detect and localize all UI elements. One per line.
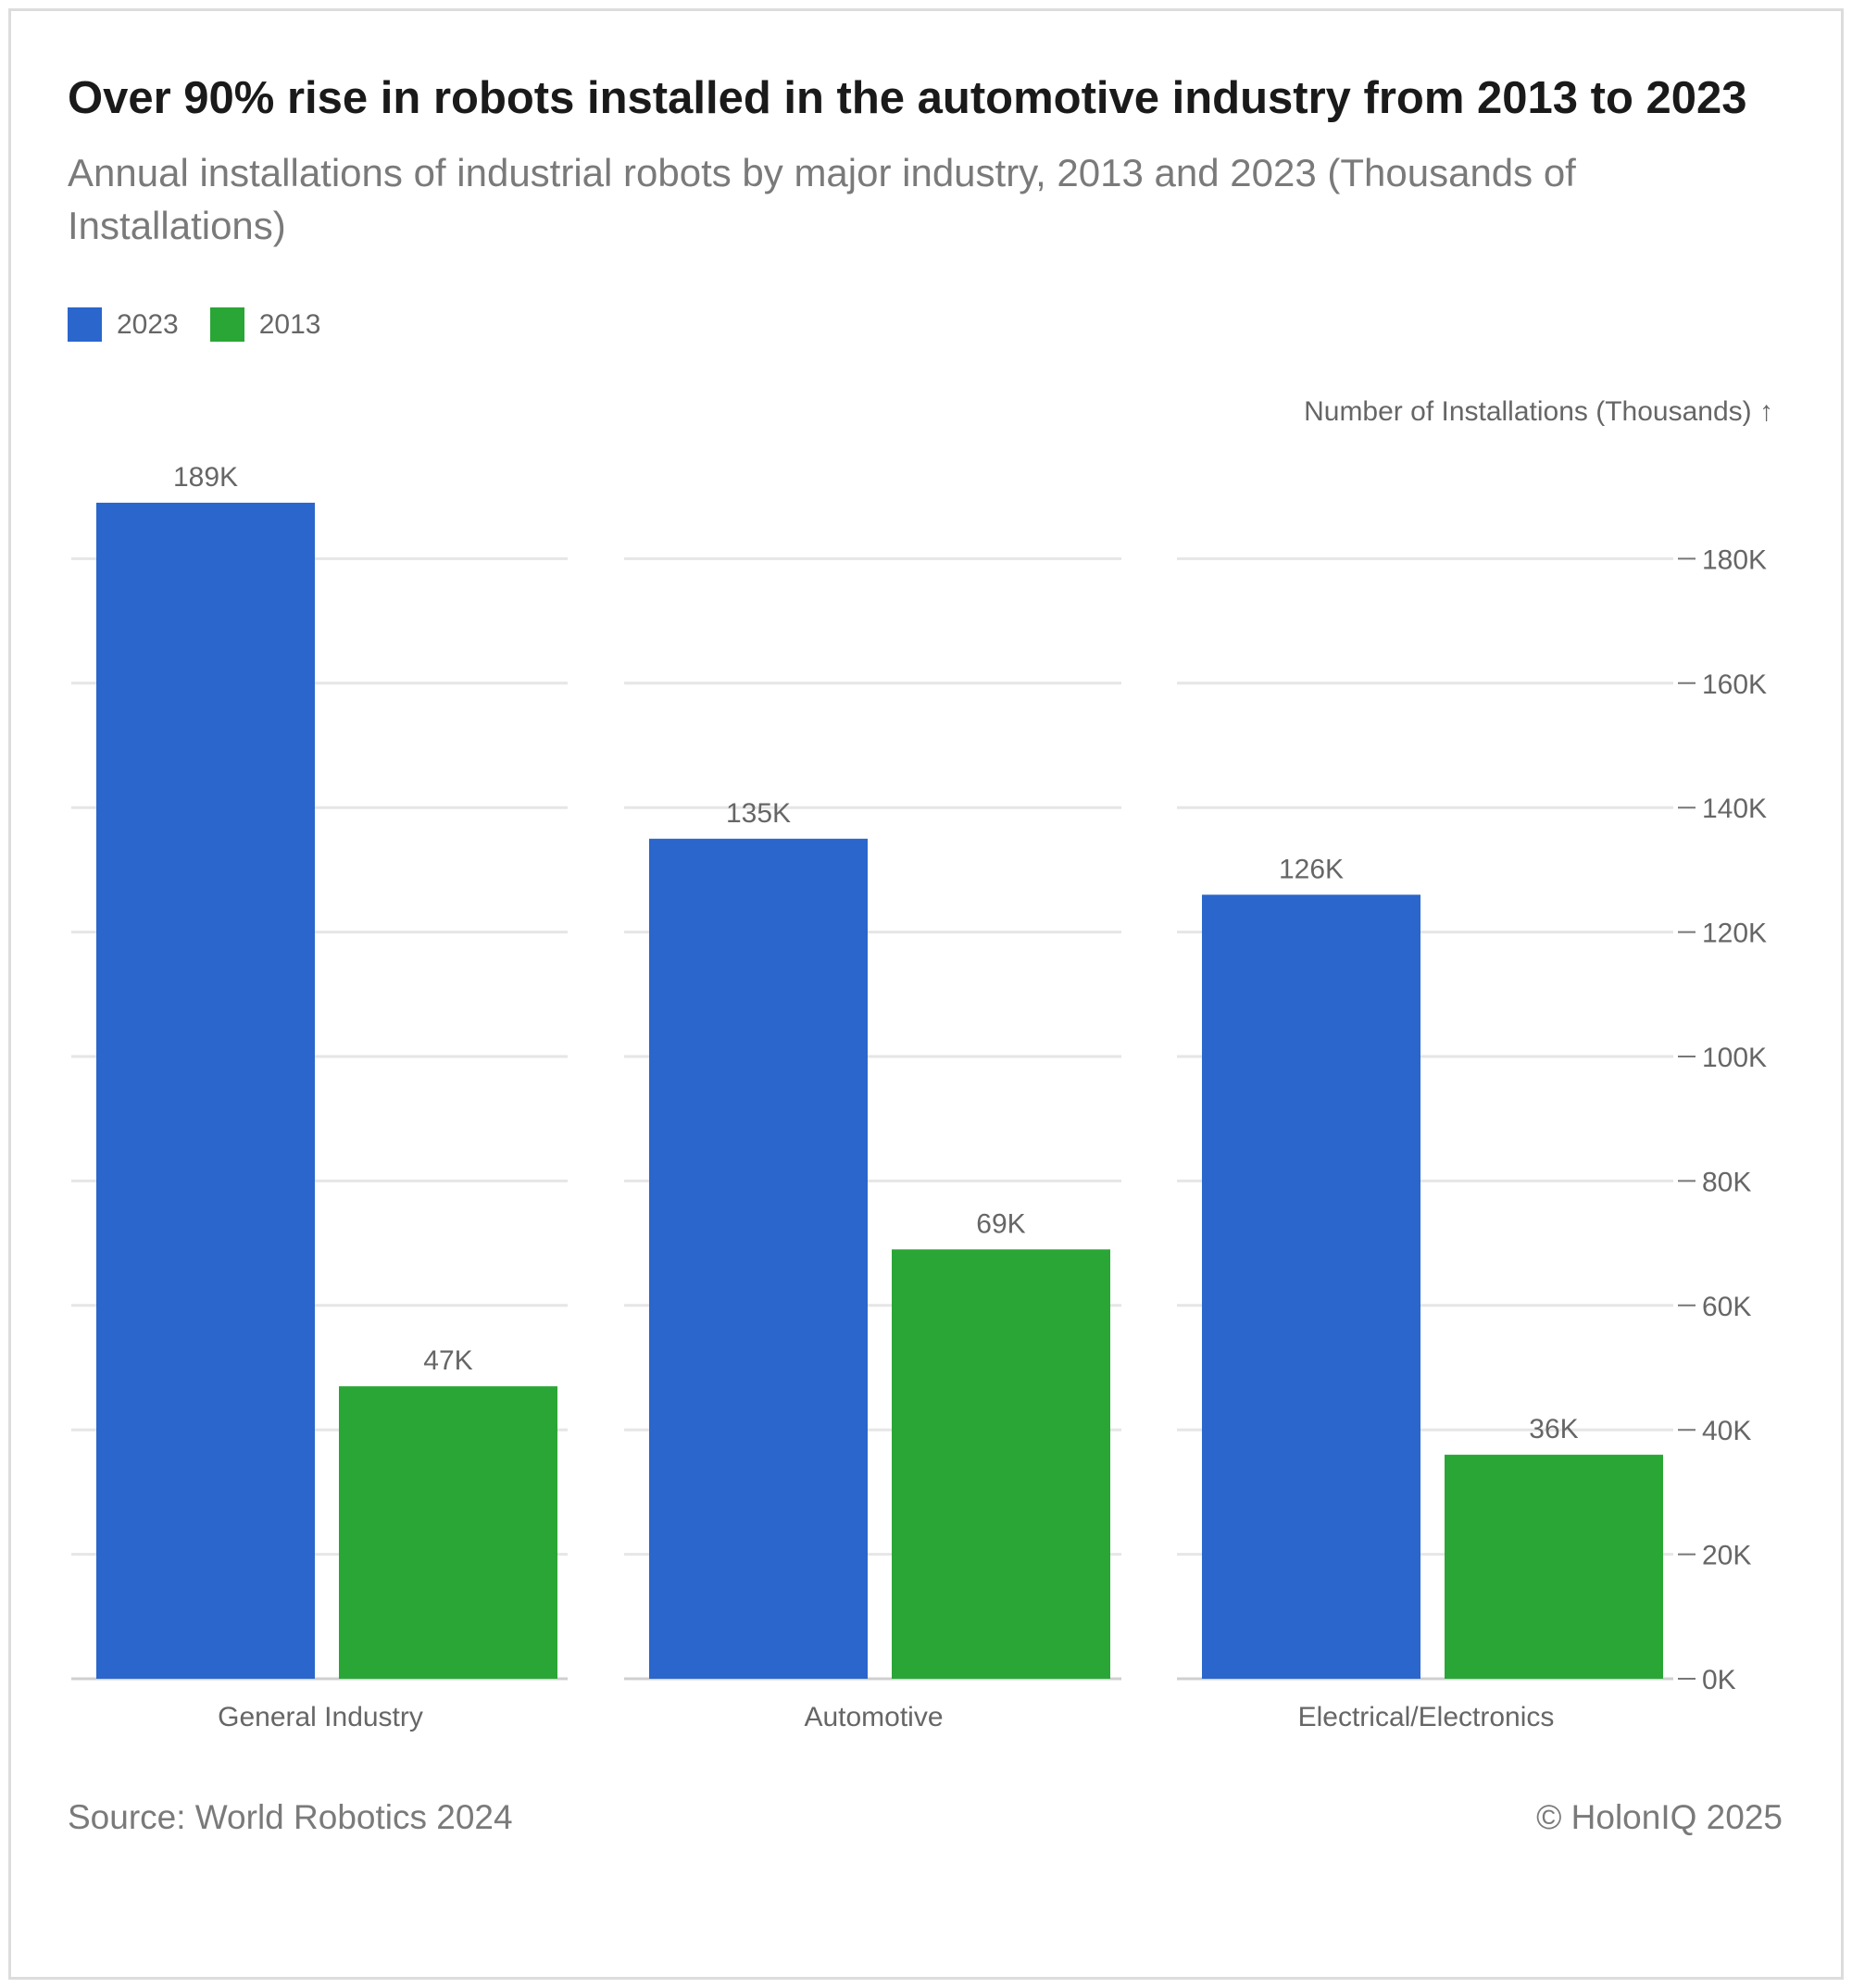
y-tick-label: 160K (1702, 669, 1767, 700)
y-tick-label: 100K (1702, 1043, 1767, 1073)
y-tick-label: 120K (1702, 919, 1767, 949)
legend-label-2023: 2023 (117, 308, 179, 340)
category-label: Electrical/Electronics (1298, 1702, 1555, 1732)
data-label: 36K (1529, 1414, 1578, 1444)
data-label: 135K (726, 798, 791, 829)
bar-2023-general-industry (96, 502, 315, 1680)
chart-title: Over 90% rise in robots installed in the… (68, 73, 1747, 123)
bar-2023-automotive (649, 838, 868, 1679)
data-label: 126K (1279, 854, 1344, 884)
y-tick-label: 40K (1702, 1416, 1751, 1446)
y-tick-label: 80K (1702, 1167, 1751, 1197)
source-note: Source: World Robotics 2024 (68, 1798, 513, 1836)
legend-item-2023[interactable]: 2023 (68, 307, 179, 342)
bar-2013-general-industry (339, 1386, 557, 1679)
legend-swatch-2013 (209, 307, 244, 342)
chart-subtitle: Annual installations of industrial robot… (68, 151, 1576, 247)
bar-2013-electrical-electronics (1445, 1455, 1663, 1679)
y-tick-label: 60K (1702, 1292, 1751, 1322)
y-tick-label: 0K (1702, 1665, 1736, 1695)
legend-item-2013[interactable]: 2013 (209, 307, 321, 342)
y-tick-label: 140K (1702, 794, 1767, 824)
y-tick-label: 20K (1702, 1541, 1751, 1571)
data-label: 189K (173, 462, 238, 493)
y-tick-label: 180K (1702, 544, 1767, 575)
legend-swatch-2023 (68, 307, 102, 342)
data-label: 47K (423, 1345, 472, 1376)
legend-label-2013: 2013 (258, 308, 321, 340)
copyright-note: © HolonIQ 2025 (1536, 1798, 1783, 1836)
data-label: 69K (976, 1208, 1025, 1239)
bar-2013-automotive (892, 1249, 1110, 1679)
y-axis-title: Number of Installations (Thousands) ↑ (1304, 396, 1773, 427)
category-label: Automotive (804, 1702, 943, 1732)
legend: 2023 2013 (68, 307, 353, 342)
category-label: General Industry (218, 1702, 423, 1732)
bar-2023-electrical-electronics (1202, 894, 1420, 1679)
